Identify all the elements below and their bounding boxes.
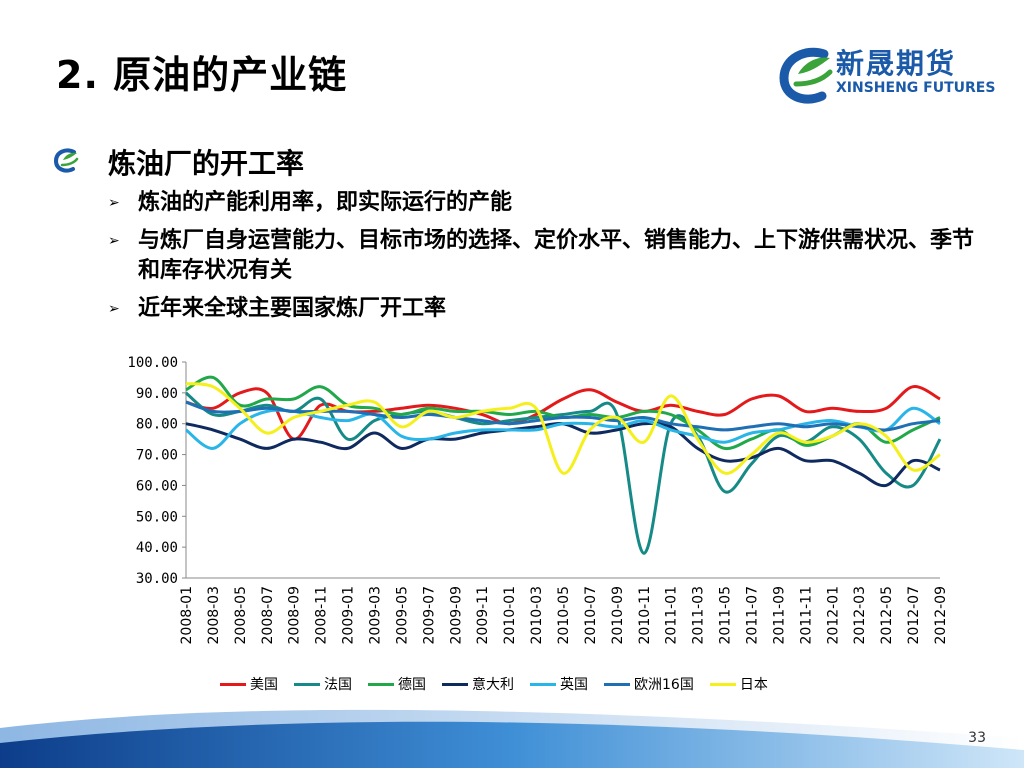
chart-legend: 美国 法国 德国 意大利 英国 欧洲16国 日本 xyxy=(220,674,768,694)
slide-title: 2. 原油的产业链 xyxy=(56,53,348,97)
legend-label: 美国 xyxy=(250,677,278,693)
x-tick-label: 2011-07 xyxy=(745,586,761,645)
x-tick-label: 2009-09 xyxy=(448,586,464,645)
x-tick-label: 2010-03 xyxy=(529,586,545,645)
bullet-logo-icon xyxy=(53,148,79,173)
legend-swatch xyxy=(442,682,468,686)
x-tick-label: 2008-03 xyxy=(206,586,222,645)
x-tick-label: 2009-05 xyxy=(394,586,410,645)
legend-item-0: 美国 xyxy=(220,674,278,694)
series-line-3 xyxy=(185,421,941,488)
x-tick-label: 2011-09 xyxy=(771,586,787,645)
x-tick-label: 2008-01 xyxy=(179,586,195,645)
y-tick-label: 100.00 xyxy=(127,355,178,371)
sub-bullet-text: 近年来全球主要国家炼厂开工率 xyxy=(138,296,447,321)
x-tick-label: 2010-05 xyxy=(556,586,572,645)
y-tick-label: 70.00 xyxy=(136,448,178,464)
legend-item-4: 英国 xyxy=(530,674,588,694)
legend-label: 德国 xyxy=(398,677,426,693)
x-tick-label: 2009-07 xyxy=(421,586,437,645)
y-tick-label: 60.00 xyxy=(136,478,178,494)
y-tick-label: 80.00 xyxy=(136,417,178,433)
legend-swatch xyxy=(709,682,736,686)
legend-label: 英国 xyxy=(560,677,588,693)
footer-wave-decoration xyxy=(0,709,1024,768)
x-tick-label: 2010-07 xyxy=(583,586,599,645)
x-tick-label: 2008-07 xyxy=(260,586,276,645)
x-tick-label: 2012-05 xyxy=(879,586,895,645)
x-tick-label: 2009-01 xyxy=(341,586,357,645)
main-bullet-text: 炼油厂的开工率 xyxy=(108,147,305,180)
logo-text-en: XINSHENG FUTURES xyxy=(836,80,996,96)
x-tick-label: 2012-09 xyxy=(933,586,949,645)
x-tick-label: 2012-01 xyxy=(825,586,841,645)
legend-item-5: 欧洲16国 xyxy=(604,674,694,694)
sub-bullet-text: 与炼厂自身运营能力、目标市场的选择、定价水平、销售能力、上下游供需状况、季节和库… xyxy=(138,228,975,283)
arrow-bullet-icon: ➢ xyxy=(108,301,120,317)
legend-label: 欧洲16国 xyxy=(634,677,694,693)
logo-emblem-icon xyxy=(779,47,833,104)
y-tick-label: 50.00 xyxy=(136,509,178,525)
company-logo: 新晟期货 XINSHENG FUTURES xyxy=(776,40,995,110)
x-tick-label: 2009-03 xyxy=(368,586,384,645)
logo-text-cn: 新晟期货 xyxy=(836,47,957,80)
legend-item-3: 意大利 xyxy=(442,674,514,694)
legend-swatch xyxy=(530,682,556,686)
x-tick-label: 2008-09 xyxy=(287,586,303,645)
y-tick-label: 90.00 xyxy=(136,386,178,402)
arrow-bullet-icon: ➢ xyxy=(108,195,120,211)
sub-bullet-list: ➢ 炼油的产能利用率，即实际运行的产能 ➢ 与炼厂自身运营能力、目标市场的选择、… xyxy=(108,188,988,332)
legend-swatch xyxy=(220,682,246,686)
legend-swatch xyxy=(604,682,630,686)
x-tick-label: 2011-05 xyxy=(718,586,734,645)
legend-label: 日本 xyxy=(739,677,768,693)
y-tick-label: 40.00 xyxy=(136,540,178,556)
sub-bullet: ➢ 炼油的产能利用率，即实际运行的产能 xyxy=(108,188,988,218)
legend-label: 意大利 xyxy=(472,677,514,693)
x-tick-label: 2010-01 xyxy=(502,586,518,645)
refinery-utilization-chart: 100.00 90.00 80.00 70.00 60.00 50.00 40.00 30.0… xyxy=(127,355,949,645)
legend-swatch xyxy=(368,682,394,686)
x-tick-label: 2011-11 xyxy=(798,586,814,645)
legend-swatch xyxy=(294,682,320,686)
legend-item-2: 德国 xyxy=(368,674,426,694)
x-tick-label: 2010-09 xyxy=(610,586,626,645)
series-line-6 xyxy=(185,382,941,475)
sub-bullet-text: 炼油的产能利用率，即实际运行的产能 xyxy=(138,190,513,215)
x-tick-label: 2012-07 xyxy=(906,586,922,645)
legend-item-6: 日本 xyxy=(709,674,768,694)
arrow-bullet-icon: ➢ xyxy=(108,233,120,249)
x-tick-label: 2010-11 xyxy=(637,586,653,645)
y-tick-label: 30.00 xyxy=(136,571,178,587)
x-tick-label: 2011-03 xyxy=(691,586,707,645)
sub-bullet: ➢ 与炼厂自身运营能力、目标市场的选择、定价水平、销售能力、上下游供需状况、季节… xyxy=(108,226,988,286)
x-tick-label: 2011-01 xyxy=(664,586,680,645)
legend-item-1: 法国 xyxy=(294,674,352,694)
sub-bullet: ➢ 近年来全球主要国家炼厂开工率 xyxy=(108,294,988,324)
x-tick-label: 2009-11 xyxy=(475,586,491,645)
x-tick-label: 2008-05 xyxy=(233,586,249,645)
x-tick-label: 2008-11 xyxy=(314,586,330,645)
x-tick-label: 2012-03 xyxy=(852,586,868,645)
series-line-4 xyxy=(185,406,941,450)
page-number: 33 xyxy=(968,730,986,746)
legend-label: 法国 xyxy=(324,677,352,693)
main-bullet: 炼油厂的开工率 xyxy=(52,146,304,180)
